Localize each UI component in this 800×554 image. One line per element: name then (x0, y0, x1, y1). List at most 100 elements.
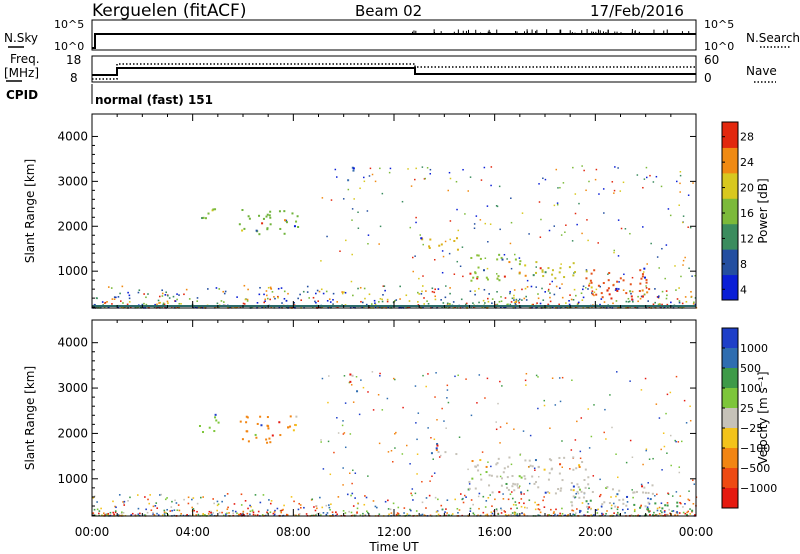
data-pixel (153, 514, 156, 516)
data-pixel (521, 512, 523, 515)
data-pixel (330, 199, 333, 201)
data-pixel (119, 292, 121, 295)
cluster-pixel (470, 279, 473, 282)
data-pixel (320, 439, 322, 441)
data-pixel (538, 475, 540, 478)
cluster-pixel (583, 478, 586, 481)
data-pixel (550, 508, 552, 511)
data-pixel (386, 300, 389, 303)
data-pixel (274, 509, 276, 512)
data-pixel (297, 508, 300, 511)
cluster-pixel (584, 486, 587, 489)
data-pixel (669, 434, 672, 437)
data-pixel (549, 292, 551, 294)
ytick-label: 2000 (57, 219, 88, 233)
data-pixel (575, 492, 578, 495)
data-pixel (691, 275, 693, 277)
data-pixel (497, 402, 499, 405)
data-pixel (165, 291, 168, 294)
data-pixel (129, 496, 131, 499)
data-pixel (666, 393, 669, 396)
data-pixel (342, 467, 344, 469)
data-pixel (410, 185, 413, 187)
data-pixel (573, 288, 576, 291)
cluster-pixel (289, 415, 292, 418)
data-pixel (595, 288, 598, 291)
data-pixel (351, 514, 354, 517)
cluster-pixel (267, 425, 270, 428)
data-pixel (446, 304, 449, 306)
data-pixel (270, 288, 273, 290)
data-pixel (613, 189, 616, 192)
data-pixel (114, 511, 117, 514)
data-pixel (202, 513, 204, 515)
data-pixel (195, 514, 197, 516)
data-pixel (427, 373, 429, 375)
data-pixel (328, 298, 331, 300)
cluster-pixel (501, 258, 504, 261)
data-pixel (327, 440, 330, 443)
data-pixel (94, 304, 96, 306)
data-pixel (686, 511, 688, 514)
data-pixel (478, 301, 480, 304)
data-pixel (138, 289, 141, 292)
cluster-pixel (265, 215, 268, 218)
cluster-pixel (616, 289, 619, 292)
data-pixel (453, 273, 456, 275)
data-pixel (361, 306, 364, 308)
data-pixel (329, 301, 332, 303)
data-pixel (618, 306, 620, 309)
data-pixel (126, 303, 129, 306)
freq-trace (92, 67, 696, 76)
data-pixel (344, 512, 347, 514)
data-pixel (525, 384, 527, 386)
data-pixel (152, 511, 154, 514)
data-pixel (554, 404, 557, 406)
cluster-pixel (524, 274, 527, 277)
data-pixel (105, 513, 108, 516)
data-pixel (394, 378, 396, 381)
cluster-pixel (471, 460, 474, 463)
cluster-pixel (214, 416, 217, 419)
data-pixel (484, 506, 487, 508)
cluster-pixel (524, 459, 527, 462)
cluster-pixel (543, 468, 546, 471)
cluster-pixel (676, 501, 679, 504)
data-pixel (175, 502, 178, 504)
data-pixel (308, 297, 310, 299)
data-pixel (161, 295, 164, 297)
data-pixel (242, 510, 245, 513)
data-pixel (500, 507, 502, 510)
data-pixel (477, 495, 480, 498)
cluster-pixel (498, 253, 501, 256)
data-pixel (541, 287, 543, 290)
data-pixel (332, 298, 334, 301)
cluster-pixel (278, 421, 281, 424)
data-pixel (120, 512, 123, 515)
cluster-pixel (590, 286, 593, 289)
data-pixel (449, 292, 451, 295)
cluster-pixel (648, 288, 651, 291)
data-pixel (127, 291, 129, 294)
data-pixel (145, 296, 147, 299)
data-pixel (407, 168, 409, 170)
data-pixel (660, 502, 663, 505)
data-pixel (243, 303, 246, 305)
cluster-pixel (480, 478, 483, 481)
data-pixel (213, 502, 215, 505)
cluster-pixel (608, 293, 611, 296)
data-pixel (273, 513, 276, 516)
cluster-pixel (238, 223, 241, 226)
data-pixel (683, 399, 686, 402)
data-pixel (504, 297, 507, 299)
cluster-pixel (262, 217, 265, 220)
cluster-pixel (572, 274, 575, 277)
cluster-pixel (246, 416, 249, 419)
data-pixel (367, 234, 370, 236)
data-pixel (537, 407, 539, 410)
data-pixel (401, 200, 404, 203)
data-pixel (247, 507, 249, 510)
colorbar-segment (722, 223, 738, 250)
data-pixel (191, 506, 194, 509)
data-pixel (689, 226, 692, 229)
